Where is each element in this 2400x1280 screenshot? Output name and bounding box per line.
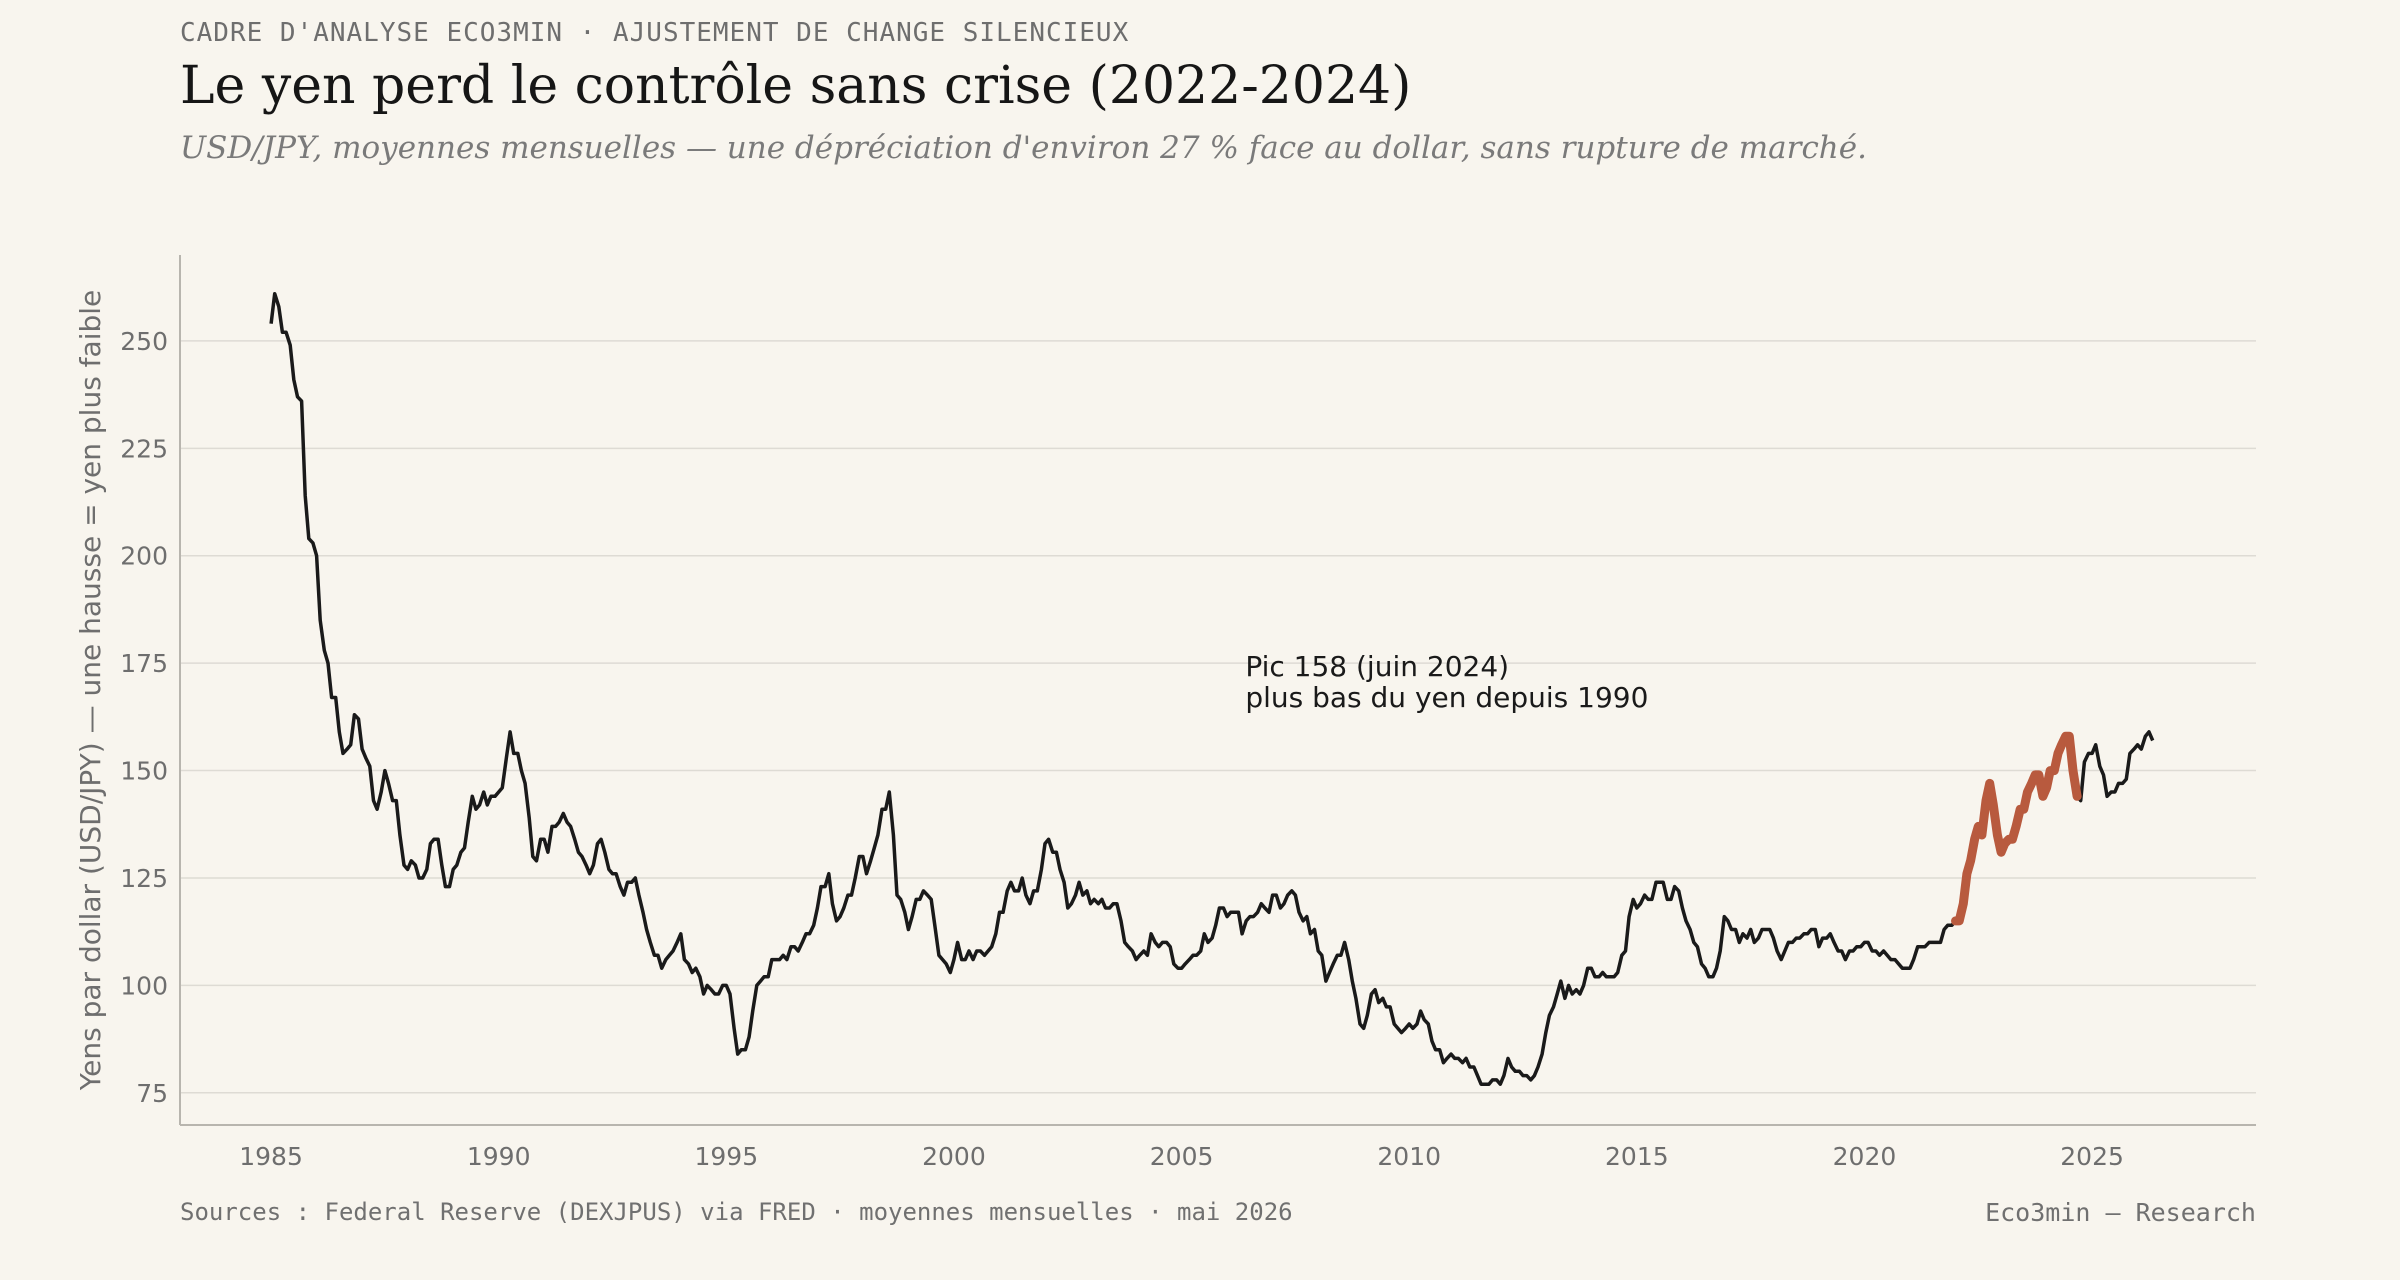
x-tick-label: 2015	[1605, 1142, 1669, 1171]
grid-lines	[180, 340, 2256, 1094]
y-axis-label: Yens par dollar (USD/JPY) — une hausse =…	[74, 290, 107, 1092]
y-tick-label: 125	[120, 864, 168, 893]
y-tick-label: 100	[120, 971, 168, 1000]
series-line-highlight-2022-2024	[1951, 731, 2082, 926]
x-tick-label: 2010	[1377, 1142, 1441, 1171]
chart-title: Le yen perd le contrôle sans crise (2022…	[180, 56, 1412, 116]
x-tick-label: 2020	[1833, 1142, 1897, 1171]
y-tick-label: 150	[120, 757, 168, 786]
y-tick-label: 200	[120, 542, 168, 571]
chart-kicker: CADRE D'ANALYSE ECO3MIN · AJUSTEMENT DE …	[180, 18, 1130, 48]
brand-credit: Eco3min — Research	[1985, 1198, 2256, 1227]
series-line-usdjpy	[269, 291, 2155, 1086]
chart-subtitle: USD/JPY, moyennes mensuelles — une dépré…	[180, 130, 1867, 166]
y-tick-label: 250	[120, 327, 168, 356]
x-tick-label: 1990	[467, 1142, 531, 1171]
axes	[179, 255, 2256, 1126]
x-tick-label: 2000	[922, 1142, 986, 1171]
annotation-peak-line1: Pic 158 (juin 2024)	[1245, 650, 1509, 683]
x-tick-label: 2025	[2060, 1142, 2124, 1171]
y-tick-label: 75	[136, 1079, 168, 1108]
x-tick-label: 2005	[1150, 1142, 1214, 1171]
annotation-peak-line2: plus bas du yen depuis 1990	[1245, 681, 1648, 714]
y-tick-labels: 75 100 125 150 175 200 225 250	[120, 327, 168, 1108]
x-tick-label: 1995	[695, 1142, 759, 1171]
y-tick-label: 225	[120, 434, 168, 463]
x-tick-labels: 1985 1990 1995 2000 2005 2010 2015 2020 2025	[239, 1142, 2124, 1171]
x-tick-label: 1985	[239, 1142, 303, 1171]
source-note: Sources : Federal Reserve (DEXJPUS) via …	[180, 1198, 1293, 1226]
y-tick-label: 175	[120, 649, 168, 678]
